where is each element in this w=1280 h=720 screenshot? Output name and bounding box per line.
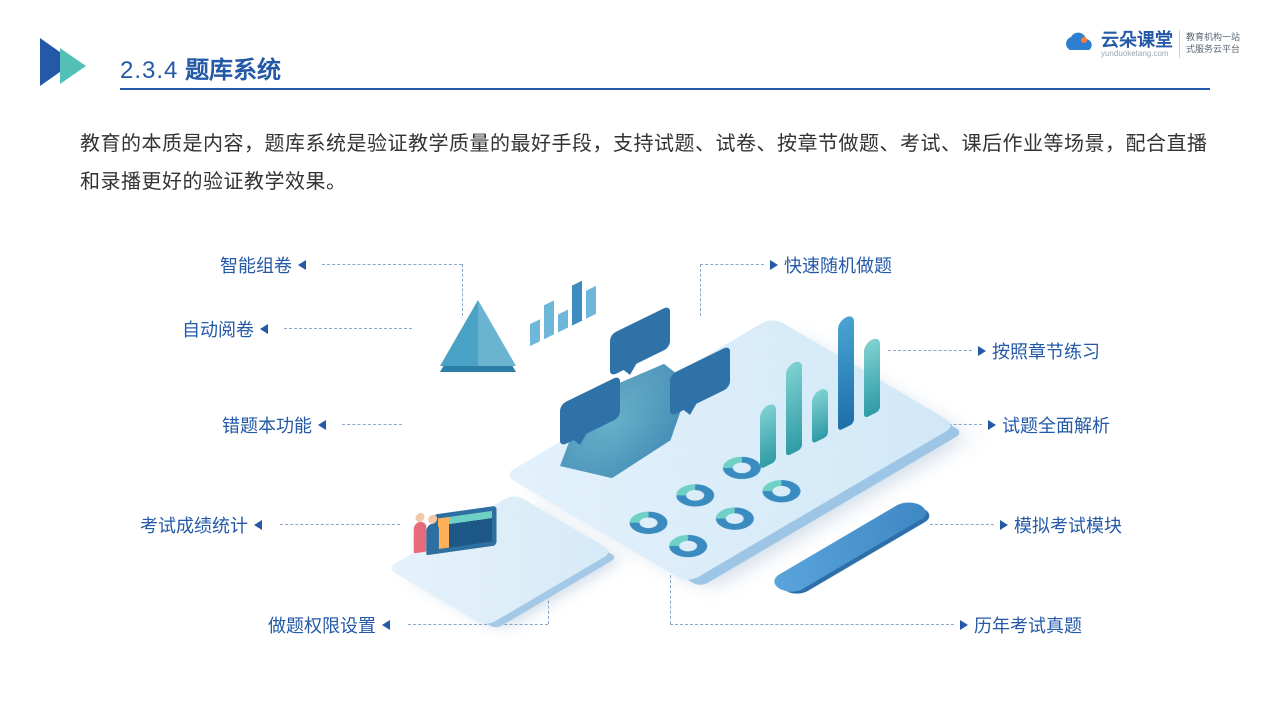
arrow-right-icon	[988, 420, 996, 430]
title-underline	[120, 88, 1210, 90]
arrow-right-icon	[960, 620, 968, 630]
arrow-left-icon	[260, 324, 268, 334]
arrow-left-icon	[298, 260, 306, 270]
feature-smart-compose: 智能组卷	[220, 252, 306, 278]
arrow-left-icon	[382, 620, 390, 630]
connector	[280, 524, 400, 525]
section-number: 2.3.4	[120, 57, 178, 84]
arrow-left-icon	[254, 520, 262, 530]
arrow-right-icon	[978, 346, 986, 356]
brand-logo: 云朵课堂 yunduoketang.com 教育机构一站 式服务云平台	[1061, 30, 1240, 58]
brand-tagline-1: 教育机构一站	[1186, 32, 1240, 44]
section-title-text: 题库系统	[185, 57, 281, 84]
arrow-left-icon	[318, 420, 326, 430]
section-description: 教育的本质是内容，题库系统是验证教学质量的最好手段，支持试题、试卷、按章节做题、…	[80, 125, 1210, 201]
feature-mock-exam: 模拟考试模块	[1000, 512, 1122, 538]
cloud-icon	[1061, 32, 1095, 56]
feature-chapter-practice: 按照章节练习	[978, 338, 1100, 364]
person-icon	[426, 523, 439, 555]
feature-full-analysis: 试题全面解析	[988, 412, 1110, 438]
brand-name: 云朵课堂	[1101, 31, 1173, 49]
feature-diagram: 智能组卷 自动阅卷 错题本功能 考试成绩统计 做题权限设置 快速随机做题 按照章…	[0, 220, 1280, 690]
brand-domain: yunduoketang.com	[1101, 49, 1173, 58]
brand-tagline-2: 式服务云平台	[1186, 44, 1240, 56]
feature-auto-grade: 自动阅卷	[182, 316, 268, 342]
feature-permission: 做题权限设置	[268, 612, 390, 638]
feature-past-exams: 历年考试真题	[960, 612, 1082, 638]
pyramid-icon	[440, 300, 516, 366]
logo-divider	[1179, 30, 1180, 58]
section-arrow-icon	[40, 38, 96, 91]
feature-wrongbook: 错题本功能	[222, 412, 326, 438]
arrow-right-icon	[1000, 520, 1008, 530]
feature-score-stats: 考试成绩统计	[140, 512, 262, 538]
person-icon	[414, 521, 427, 553]
section-title: 2.3.4 题库系统	[120, 50, 281, 85]
